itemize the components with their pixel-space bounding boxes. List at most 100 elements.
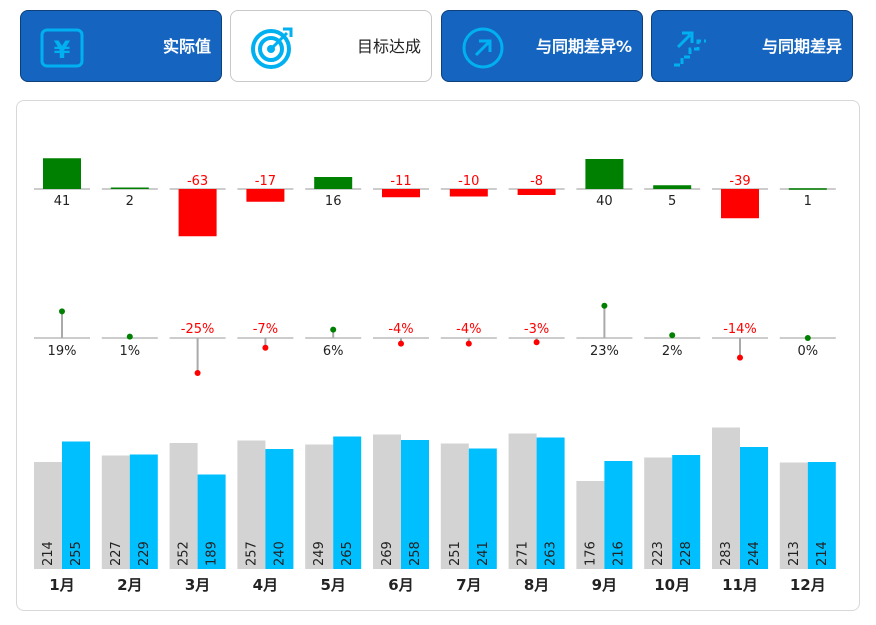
current-year-bar bbox=[468, 448, 497, 569]
variance-label: 16 bbox=[325, 194, 342, 209]
actual-value-button[interactable]: ¥ 实际值 bbox=[20, 10, 222, 82]
variance-bar bbox=[788, 188, 827, 190]
variance-pct-dot bbox=[330, 326, 337, 333]
current-year-bar bbox=[604, 461, 633, 569]
prior-year-bar bbox=[373, 434, 401, 569]
prior-year-value: 249 bbox=[312, 541, 327, 566]
arrow-up-right-icon bbox=[462, 27, 504, 69]
month-label: 4月 bbox=[253, 576, 278, 594]
prior-year-bar bbox=[101, 455, 130, 569]
current-year-value: 255 bbox=[69, 541, 84, 566]
variance-label: -10 bbox=[458, 174, 479, 189]
yuan-icon: ¥ bbox=[40, 28, 84, 68]
current-year-bar bbox=[536, 437, 565, 569]
current-year-bar bbox=[62, 441, 90, 569]
variance-bar bbox=[110, 187, 149, 189]
prior-year-bar bbox=[34, 462, 62, 569]
variance-pct-label: 2% bbox=[662, 344, 683, 359]
svg-text:¥: ¥ bbox=[54, 36, 71, 64]
variance-pct-dot bbox=[262, 344, 269, 351]
yoy-variance-label: 与同期差异 bbox=[761, 37, 842, 56]
variance-bar bbox=[449, 189, 488, 197]
current-year-bar bbox=[401, 440, 429, 569]
month-label: 10月 bbox=[654, 576, 690, 594]
current-year-value: 244 bbox=[747, 541, 762, 566]
variance-label: -63 bbox=[187, 174, 208, 189]
variance-pct-label: -3% bbox=[524, 322, 549, 337]
month-label: 12月 bbox=[790, 576, 826, 594]
variance-pct-dot bbox=[533, 339, 540, 346]
month-label: 11月 bbox=[722, 576, 758, 594]
prior-year-value: 271 bbox=[516, 541, 531, 566]
current-year-value: 265 bbox=[340, 541, 355, 566]
month-label: 3月 bbox=[185, 576, 210, 594]
variance-pct-label: 1% bbox=[119, 344, 140, 359]
variance-bar bbox=[585, 159, 624, 189]
current-year-value: 240 bbox=[272, 541, 287, 566]
current-year-bar bbox=[740, 447, 768, 569]
yoy-variance-button[interactable]: 与同期差异 bbox=[651, 10, 853, 82]
yoy-variance-pct-label: 与同期差异% bbox=[535, 37, 632, 56]
variance-label: 1 bbox=[804, 194, 812, 209]
prior-year-bar bbox=[440, 443, 469, 569]
prior-year-bar bbox=[237, 440, 266, 569]
variance-bar bbox=[382, 189, 420, 198]
prior-year-value: 213 bbox=[787, 541, 802, 566]
current-year-value: 229 bbox=[137, 541, 152, 566]
variance-label: -8 bbox=[530, 174, 543, 189]
prior-year-value: 283 bbox=[719, 541, 734, 566]
month-label: 2月 bbox=[117, 576, 142, 594]
stairs-icon bbox=[674, 31, 706, 67]
target-achievement-button[interactable]: 目标达成 bbox=[230, 10, 432, 82]
month-label: 6月 bbox=[388, 576, 413, 594]
prior-year-bar bbox=[779, 462, 808, 569]
variance-pct-label: 19% bbox=[48, 344, 77, 359]
variance-label: 2 bbox=[126, 194, 134, 209]
variance-label: 41 bbox=[54, 194, 71, 209]
yoy-variance-pct-button[interactable]: 与同期差异% bbox=[441, 10, 643, 82]
current-year-value: 228 bbox=[679, 541, 694, 566]
month-label: 9月 bbox=[592, 576, 617, 594]
variance-pct-label: 6% bbox=[323, 344, 344, 359]
current-year-bar bbox=[129, 454, 158, 569]
variance-pct-label: 0% bbox=[797, 344, 818, 359]
prior-year-value: 257 bbox=[244, 541, 259, 566]
variance-pct-dot bbox=[669, 332, 676, 339]
variance-pct-label: 23% bbox=[590, 344, 619, 359]
prior-year-bar bbox=[305, 444, 334, 569]
prior-year-bar bbox=[169, 443, 198, 569]
variance-bar bbox=[721, 189, 759, 219]
current-year-value: 189 bbox=[205, 541, 220, 566]
prior-year-value: 176 bbox=[583, 541, 598, 566]
prior-year-bar bbox=[712, 427, 740, 569]
variance-pct-label: -7% bbox=[253, 322, 278, 337]
actual-value-label: 实际值 bbox=[162, 37, 211, 56]
variance-pct-dot bbox=[194, 370, 201, 376]
prior-year-value: 269 bbox=[380, 541, 395, 566]
variance-pct-dot bbox=[601, 302, 608, 309]
month-label: 5月 bbox=[320, 576, 345, 594]
current-year-bar bbox=[265, 449, 294, 569]
variance-pct-label: -25% bbox=[181, 322, 215, 337]
current-year-bar bbox=[672, 455, 701, 569]
prior-year-bar bbox=[508, 433, 537, 569]
current-year-value: 263 bbox=[544, 541, 559, 566]
prior-year-value: 223 bbox=[651, 541, 666, 566]
variance-pct-dot bbox=[737, 354, 743, 361]
variance-bar bbox=[178, 189, 217, 237]
variance-pct-dot bbox=[398, 340, 404, 347]
variance-bar bbox=[314, 177, 353, 189]
variance-label: -11 bbox=[390, 174, 411, 189]
variance-bar bbox=[653, 185, 692, 189]
variance-pct-label: -14% bbox=[723, 322, 757, 337]
prior-year-bar bbox=[644, 457, 673, 569]
monthly-chart: 41 2 -63 -17 16 -11 -10 -8 40 5 -39 1 19% 1% -25% -7% 6%… bbox=[34, 158, 836, 594]
variance-bar bbox=[43, 158, 81, 189]
current-year-bar bbox=[333, 436, 362, 569]
variance-pct-label: -4% bbox=[456, 322, 481, 337]
target-achievement-label: 目标达成 bbox=[356, 37, 421, 56]
chart-panel: 41 2 -63 -17 16 -11 -10 -8 40 5 -39 1 19% 1% -25% -7% 6%… bbox=[16, 100, 860, 611]
current-year-value: 241 bbox=[476, 541, 491, 566]
variance-pct-dot bbox=[59, 308, 65, 315]
variance-pct-dot bbox=[126, 333, 133, 340]
